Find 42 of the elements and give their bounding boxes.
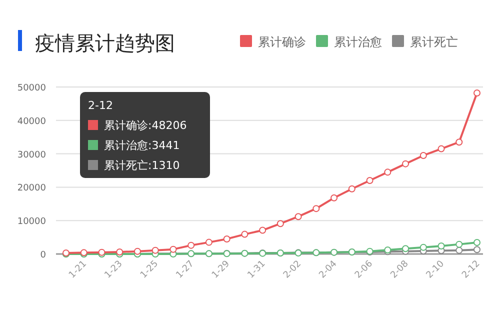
annotation: 累计治愈:3441 [104,139,180,152]
annotation: 2-12 [88,99,113,112]
y-tick-label: 40000 [17,116,46,127]
y-tick-label: 50000 [17,84,46,94]
point [276,220,284,228]
legend-label: 累计治愈 [334,35,382,49]
point [312,205,320,212]
point [420,244,427,251]
point [134,248,141,255]
y-tick-label: 30000 [17,150,46,160]
point [402,160,410,168]
point [152,246,159,254]
point [294,213,302,220]
chart-title: 疫情累计趋势图 [35,31,175,55]
point [241,230,248,238]
point [438,242,445,250]
point [366,177,374,184]
y-tick-label: 0 [40,250,46,260]
y-tick-label: 20000 [17,184,46,194]
point [474,246,480,254]
legend-label: 累计死亡 [410,35,458,49]
point [170,246,177,253]
point [456,240,463,248]
point [259,226,266,234]
y-tick-label: 10000 [17,217,46,228]
point [384,168,392,176]
point [456,246,463,254]
point [223,235,230,242]
point [116,248,124,256]
point [348,185,356,192]
annotation: 累计死亡:1310 [104,159,180,172]
point [456,138,463,146]
point [420,152,427,159]
point [474,239,480,246]
point [474,89,480,96]
legend-label: 累计确诊 [258,35,306,49]
point [188,242,195,249]
point [438,145,445,152]
point [402,245,410,252]
annotation: 累计确诊:48206 [104,119,187,132]
point [330,194,338,202]
point [205,238,212,246]
